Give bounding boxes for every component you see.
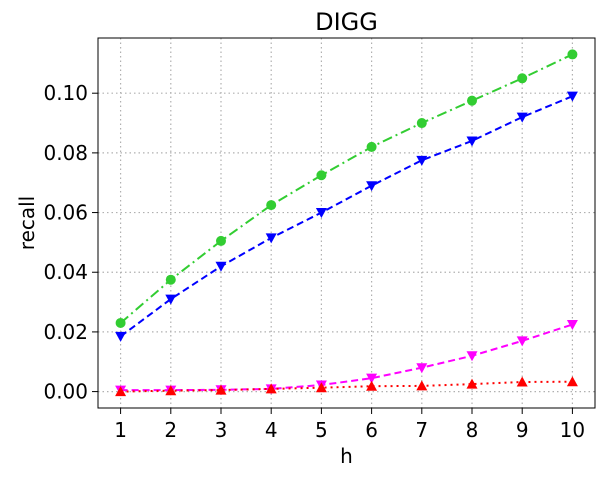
x-tick-label: 10 [560, 418, 585, 442]
x-tick-label: 8 [466, 418, 479, 442]
data-point [115, 386, 127, 397]
x-tick-label: 5 [315, 418, 328, 442]
data-point [516, 376, 528, 387]
series-line [119, 53, 573, 324]
grid-layer [98, 38, 595, 408]
x-tick-label: 3 [215, 418, 228, 442]
data-point [315, 382, 327, 393]
data-point [265, 233, 277, 244]
x-tick-label: 7 [415, 418, 428, 442]
data-point [517, 73, 528, 84]
series-layer [115, 49, 578, 397]
series-line [120, 323, 573, 392]
data-point [466, 378, 478, 389]
chart-title: DIGG [315, 8, 378, 36]
data-point [466, 136, 478, 147]
x-tick-label: 6 [365, 418, 378, 442]
y-tick-label: 0.02 [43, 320, 88, 344]
data-point [215, 384, 227, 395]
series-line [120, 380, 573, 393]
data-point [115, 317, 126, 328]
data-point [316, 170, 327, 181]
data-point [265, 383, 277, 394]
data-point [366, 373, 378, 384]
data-point [165, 274, 176, 285]
data-point [416, 118, 427, 129]
series-3 [115, 376, 578, 397]
plot-frame [97, 37, 596, 409]
data-point [566, 376, 578, 387]
data-point [115, 331, 127, 342]
data-point [516, 112, 528, 123]
data-point [165, 385, 177, 396]
data-point [416, 363, 428, 374]
series-line [120, 95, 573, 338]
x-tick-label: 1 [114, 418, 127, 442]
data-point [466, 351, 478, 362]
y-tick-label: 0.06 [43, 201, 88, 225]
x-tick-label: 4 [265, 418, 278, 442]
data-point [315, 208, 327, 219]
x-tick-label: 2 [164, 418, 177, 442]
x-tick-label: 9 [516, 418, 529, 442]
data-point [266, 200, 277, 211]
y-axis-label: recall [15, 196, 39, 250]
data-point [366, 181, 378, 192]
data-point [467, 95, 478, 106]
data-point [165, 294, 177, 305]
series-0 [115, 49, 578, 328]
data-point [215, 235, 226, 246]
y-tick-label: 0.00 [43, 380, 88, 404]
series-1 [115, 91, 578, 342]
data-point [516, 336, 528, 347]
series-2 [115, 319, 578, 396]
axis-layer: 1 2 3 4 5 6 7 8 9 10 0.00 0.02 0.04 0.06 0.08 0.10 [43, 81, 585, 442]
data-point [366, 380, 378, 391]
data-point [566, 319, 578, 330]
data-point [567, 49, 578, 60]
data-point [416, 155, 428, 166]
data-point [366, 141, 377, 152]
data-point [566, 91, 578, 102]
data-point [215, 261, 227, 272]
x-axis-label: h [340, 444, 353, 468]
y-tick-label: 0.08 [43, 141, 88, 165]
y-tick-label: 0.04 [43, 260, 88, 284]
y-tick-label: 0.10 [43, 81, 88, 105]
data-point [416, 380, 428, 391]
